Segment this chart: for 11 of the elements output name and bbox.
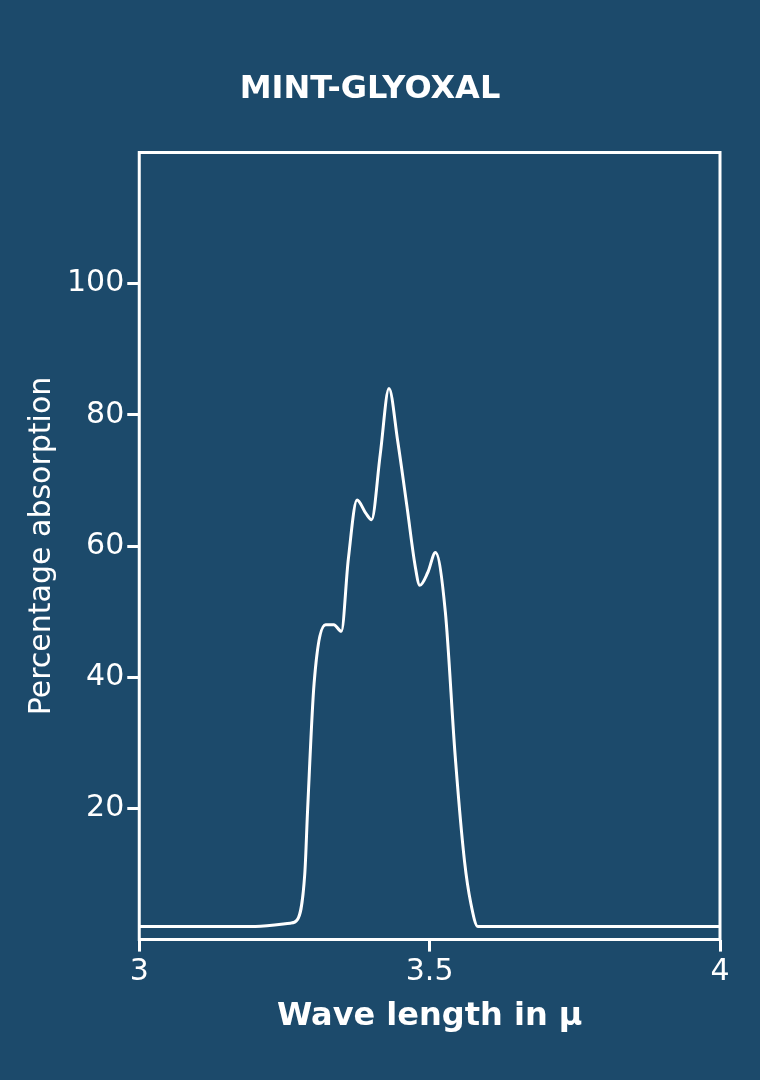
x-tick-label: 4 [710, 952, 730, 988]
x-tick-label: 3.5 [405, 952, 454, 988]
y-axis-title: Percentage absorption [21, 376, 57, 716]
x-axis-title: Wave length in μ [276, 995, 583, 1034]
y-tick-label: 80 [86, 394, 125, 430]
x-tick-label: 3 [129, 952, 149, 988]
y-tick-label: 20 [86, 788, 125, 824]
chart-title: MINT-GLYOXAL [239, 67, 501, 106]
y-tick-label: 60 [86, 525, 125, 561]
y-tick-label: 40 [86, 657, 125, 692]
y-tick-label: 100 [67, 263, 125, 299]
